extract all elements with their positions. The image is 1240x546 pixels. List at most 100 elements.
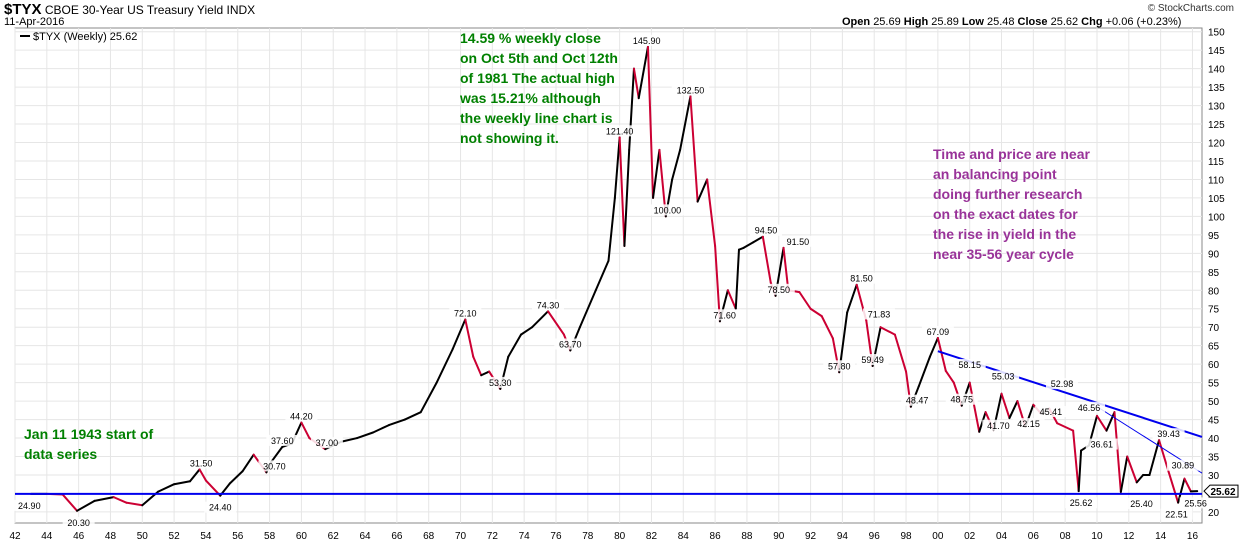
- point-labels: 24.90 20.30 31.50 24.40 37.60 30.70 44.20 37.00…: [13, 34, 1212, 528]
- y-tick-label: 130: [1208, 102, 1225, 113]
- series-segment: [594, 259, 610, 292]
- y-tick-label: 85: [1208, 268, 1220, 279]
- y-tick-label: 100: [1208, 212, 1225, 223]
- point-label: 57.80: [823, 360, 856, 372]
- y-tick-label: 125: [1208, 120, 1225, 131]
- series-segment: [1183, 477, 1192, 493]
- y-tick-label: 45: [1208, 416, 1220, 427]
- y-tick-label: 70: [1208, 323, 1220, 334]
- point-label-bg: [845, 272, 878, 284]
- x-tick-label: 64: [359, 531, 371, 542]
- point-label-text: 37.00: [316, 438, 339, 448]
- x-tick-label: 82: [646, 531, 658, 542]
- series-segment: [628, 67, 635, 151]
- point-label-text: 63.70: [559, 339, 582, 349]
- series-segment: [157, 483, 176, 493]
- series-segment: [689, 95, 699, 203]
- point-label-text: 25.40: [1130, 499, 1153, 509]
- point-label-bg: [856, 354, 889, 366]
- series-segment: [761, 235, 772, 284]
- x-tick-label: 62: [328, 531, 340, 542]
- point-label: 58.15: [953, 358, 986, 370]
- x-tick-label: 46: [73, 531, 85, 542]
- legend-label: $TYX (Weekly) 25.62: [33, 31, 137, 43]
- series-segment: [1126, 455, 1138, 484]
- brand-link[interactable]: © StockCharts.com: [1147, 3, 1234, 14]
- point-label-bg: [987, 370, 1020, 382]
- point-label-bg: [1179, 497, 1212, 509]
- series-segment: [1135, 473, 1145, 484]
- point-label-bg: [1125, 497, 1158, 509]
- series-segment: [531, 310, 550, 329]
- point-label-text: 81.50: [850, 274, 873, 284]
- series-segment: [241, 453, 255, 473]
- point-label: 132.50: [671, 84, 710, 96]
- series-segment: [419, 381, 438, 414]
- point-label-text: 30.89: [1172, 461, 1195, 471]
- series-segment: [93, 496, 115, 502]
- point-label: 100.00: [648, 204, 687, 216]
- x-tick-label: 66: [391, 531, 403, 542]
- series-segment: [809, 307, 823, 318]
- series-segment: [679, 95, 692, 151]
- point-label: 67.09: [921, 325, 954, 337]
- x-tick-label: 00: [932, 531, 944, 542]
- point-label-text: 30.70: [263, 461, 286, 471]
- plot-area: [14, 27, 1203, 524]
- point-label-bg: [1065, 497, 1098, 509]
- point-label-bg: [823, 360, 856, 372]
- point-label-text: 24.90: [18, 501, 41, 511]
- series-segment: [846, 283, 858, 314]
- point-label: 25.62: [1065, 497, 1098, 509]
- point-label: 63.70: [554, 338, 587, 350]
- series-segment: [726, 289, 737, 310]
- series-segment: [578, 289, 597, 329]
- point-label: 71.60: [708, 309, 741, 321]
- close-value: 25.62: [1050, 16, 1079, 28]
- x-tick-label: 98: [900, 531, 912, 542]
- point-label-bg: [671, 84, 710, 96]
- series-segment: [714, 244, 721, 323]
- series-segment: [76, 499, 96, 512]
- x-tick-label: 84: [678, 531, 690, 542]
- x-tick-label: 74: [519, 531, 531, 542]
- point-label-bg: [285, 410, 318, 422]
- series-segment: [936, 336, 947, 372]
- series-segment: [507, 333, 522, 358]
- point-label-bg: [258, 460, 291, 472]
- x-tick-label: 70: [455, 531, 467, 542]
- point-label: 24.40: [204, 501, 237, 513]
- x-tick-label: 54: [200, 531, 212, 542]
- y-tick-label: 20: [1208, 508, 1220, 519]
- symbol: $TYX: [4, 1, 42, 18]
- series-segment: [1008, 400, 1019, 420]
- y-tick-label: 75: [1208, 305, 1220, 316]
- high-value: 25.89: [931, 16, 959, 28]
- x-tick-label: 42: [9, 531, 21, 542]
- series-segment: [1077, 449, 1083, 493]
- series-segment: [300, 421, 311, 440]
- y-tick-label: 60: [1208, 360, 1220, 371]
- x-tick-label: 76: [550, 531, 562, 542]
- point-label-text: 52.98: [1051, 379, 1074, 389]
- x-tick-label: 48: [105, 531, 117, 542]
- point-label-bg: [600, 125, 639, 137]
- x-tick-label: 90: [773, 531, 785, 542]
- point-label-text: 22.51: [1165, 510, 1188, 520]
- series-segment: [403, 411, 422, 421]
- point-label-bg: [554, 338, 587, 350]
- point-label: 30.89: [1166, 459, 1199, 471]
- point-label-bg: [266, 434, 299, 446]
- point-label-text: 132.50: [677, 85, 705, 95]
- series-segment: [519, 326, 534, 336]
- point-label-bg: [627, 34, 666, 46]
- series-segment: [387, 418, 406, 427]
- point-label: 74.30: [532, 299, 565, 311]
- x-tick-label: 96: [869, 531, 881, 542]
- y-tick-label: 90: [1208, 249, 1220, 260]
- point-label-text: 59.49: [861, 355, 884, 365]
- y-tick-label: 40: [1208, 434, 1220, 445]
- point-label-bg: [204, 501, 237, 513]
- point-label: 41.70: [982, 419, 1015, 431]
